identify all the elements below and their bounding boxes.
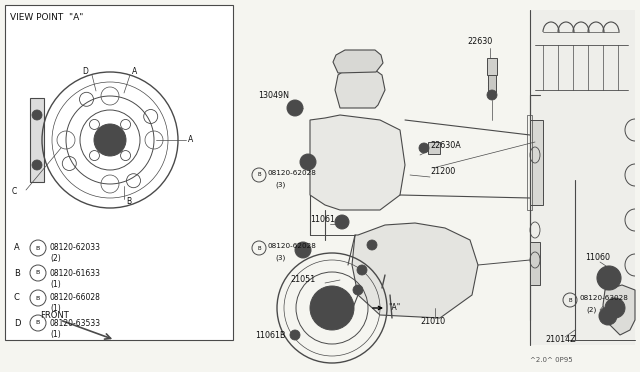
Circle shape [287,100,303,116]
Polygon shape [352,223,478,318]
Circle shape [487,90,497,100]
Polygon shape [310,115,405,210]
Text: 08120-62028: 08120-62028 [268,170,317,176]
Circle shape [300,154,316,170]
Circle shape [603,272,615,284]
Polygon shape [30,98,44,182]
Polygon shape [487,58,497,75]
Text: 08120-66028: 08120-66028 [50,294,101,302]
Text: 22630: 22630 [467,38,492,46]
Circle shape [606,275,612,281]
Circle shape [290,330,300,340]
Text: (1): (1) [50,279,61,289]
Text: 11061B: 11061B [255,330,285,340]
Text: (2): (2) [586,307,596,313]
Text: 21200: 21200 [430,167,455,176]
Text: D: D [14,318,20,327]
Text: FRONT: FRONT [40,311,68,320]
Circle shape [597,266,621,290]
Circle shape [599,307,617,325]
Circle shape [610,303,620,313]
Circle shape [357,265,367,275]
Circle shape [32,160,42,170]
Text: C: C [12,187,17,196]
Circle shape [310,286,354,330]
Text: 08120-61633: 08120-61633 [50,269,101,278]
Text: B: B [36,270,40,276]
Polygon shape [603,285,635,335]
Text: B: B [257,246,261,250]
Circle shape [367,240,377,250]
Text: B: B [126,198,131,206]
Circle shape [322,298,342,318]
Polygon shape [530,120,543,205]
Text: A: A [14,244,20,253]
Text: (1): (1) [50,305,61,314]
Text: B: B [568,298,572,302]
Text: 08120-63028: 08120-63028 [579,295,628,301]
Text: A: A [132,67,137,77]
Text: (3): (3) [275,182,285,188]
Text: 11060: 11060 [585,253,610,263]
Text: 13049N: 13049N [258,90,289,99]
Text: 08120-62028: 08120-62028 [268,243,317,249]
Text: 22630A: 22630A [430,141,461,150]
Text: B: B [257,173,261,177]
Polygon shape [335,70,385,108]
Polygon shape [5,5,233,340]
Text: (3): (3) [275,255,285,261]
Text: "A": "A" [388,304,400,312]
Text: A: A [188,135,193,144]
Text: 08120-63533: 08120-63533 [50,318,101,327]
Circle shape [102,132,118,148]
Circle shape [605,298,625,318]
Circle shape [295,242,311,258]
Circle shape [291,104,299,112]
Circle shape [94,124,126,156]
Circle shape [603,311,613,321]
Text: B: B [14,269,20,278]
Text: D: D [82,67,88,77]
Text: VIEW POINT  "A": VIEW POINT "A" [10,13,83,22]
Circle shape [32,110,42,120]
Polygon shape [530,10,635,345]
Text: (1): (1) [50,330,61,339]
Text: B: B [36,295,40,301]
Text: (2): (2) [50,254,61,263]
Text: ^2.0^ 0P95: ^2.0^ 0P95 [530,357,573,363]
Polygon shape [530,242,540,285]
Text: 08120-62033: 08120-62033 [50,244,101,253]
Circle shape [419,143,429,153]
Text: 11061: 11061 [310,215,335,224]
Circle shape [353,285,363,295]
Circle shape [335,215,349,229]
Polygon shape [333,50,383,73]
Polygon shape [488,75,496,92]
Text: 21014Z: 21014Z [545,336,575,344]
Text: 21010: 21010 [420,317,445,327]
Circle shape [327,303,337,313]
Text: B: B [36,321,40,326]
Text: B: B [36,246,40,250]
Text: 21051: 21051 [290,276,316,285]
Polygon shape [428,142,440,154]
Text: C: C [14,294,20,302]
